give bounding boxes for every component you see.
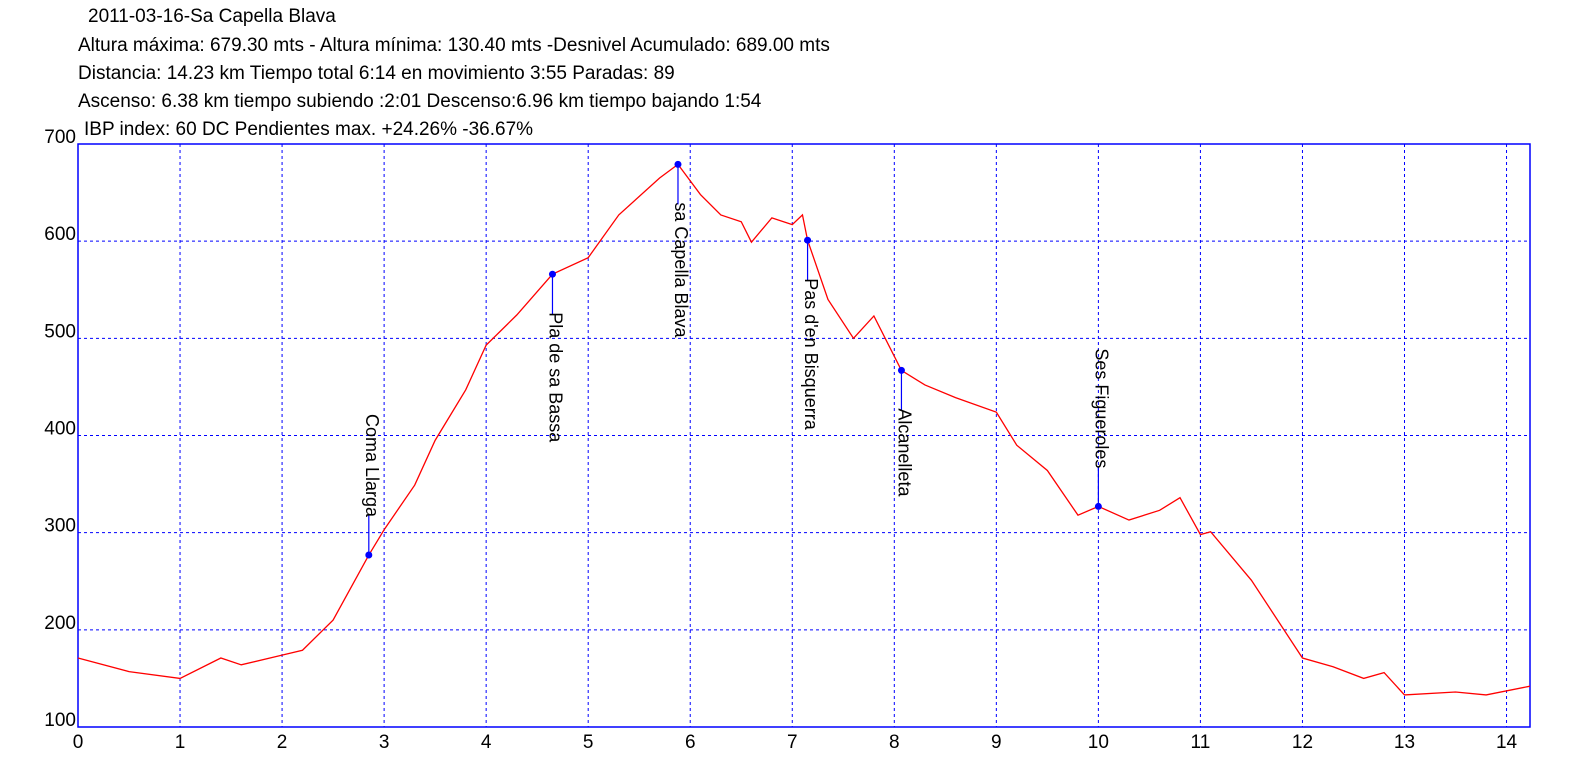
y-tick-label: 500	[44, 321, 76, 342]
x-tick-label: 2	[277, 732, 288, 753]
waypoint-label: Pas d'en Bisquerra	[801, 278, 821, 431]
x-tick-label: 9	[991, 732, 1002, 753]
y-tick-label: 300	[44, 516, 76, 537]
x-tick-label: 1	[175, 732, 186, 753]
waypoint	[548, 270, 556, 278]
info-line: Altura máxima: 679.30 mts - Altura mínim…	[78, 35, 830, 56]
waypoint-label: Pla de sa Bassa	[546, 312, 566, 443]
x-tick-label: 7	[787, 732, 798, 753]
waypoint	[1094, 502, 1102, 510]
chart-title: 2011-03-16-Sa Capella Blava	[88, 6, 336, 27]
x-tick-label: 6	[685, 732, 696, 753]
y-tick-label: 700	[44, 127, 76, 148]
elevation-line	[77, 163, 1531, 696]
x-tick-label: 14	[1496, 732, 1518, 753]
waypoint-label: sa Capella Blava	[671, 202, 691, 338]
x-tick-label: 12	[1292, 732, 1313, 753]
x-tick-label: 3	[379, 732, 390, 753]
info-line: Distancia: 14.23 km Tiempo total 6:14 en…	[78, 63, 675, 84]
plot-frame	[77, 143, 1531, 728]
x-tick-label: 13	[1394, 732, 1415, 753]
info-line: Ascenso: 6.38 km tiempo subiendo :2:01 D…	[78, 91, 762, 112]
waypoint	[365, 551, 373, 559]
x-tick-label: 8	[889, 732, 900, 753]
waypoint-label: Ses Figueroles	[1092, 348, 1112, 468]
waypoint	[674, 160, 682, 168]
x-tick-label: 4	[481, 732, 492, 753]
info-line: IBP index: 60 DC Pendientes max. +24.26%…	[84, 119, 533, 140]
waypoint-label: Alcanelleta	[895, 408, 915, 497]
x-tick-label: 11	[1191, 732, 1211, 753]
waypoint-label: Coma Llarga	[362, 414, 382, 518]
x-tick-label: 5	[583, 732, 594, 753]
y-tick-label: 100	[44, 710, 76, 731]
waypoint	[897, 366, 905, 374]
y-tick-label: 600	[44, 224, 76, 245]
waypoint	[804, 236, 812, 244]
x-tick-label: 10	[1088, 732, 1109, 753]
x-tick-label: 0	[73, 732, 84, 753]
y-tick-label: 400	[44, 419, 76, 440]
y-tick-label: 200	[44, 613, 76, 634]
